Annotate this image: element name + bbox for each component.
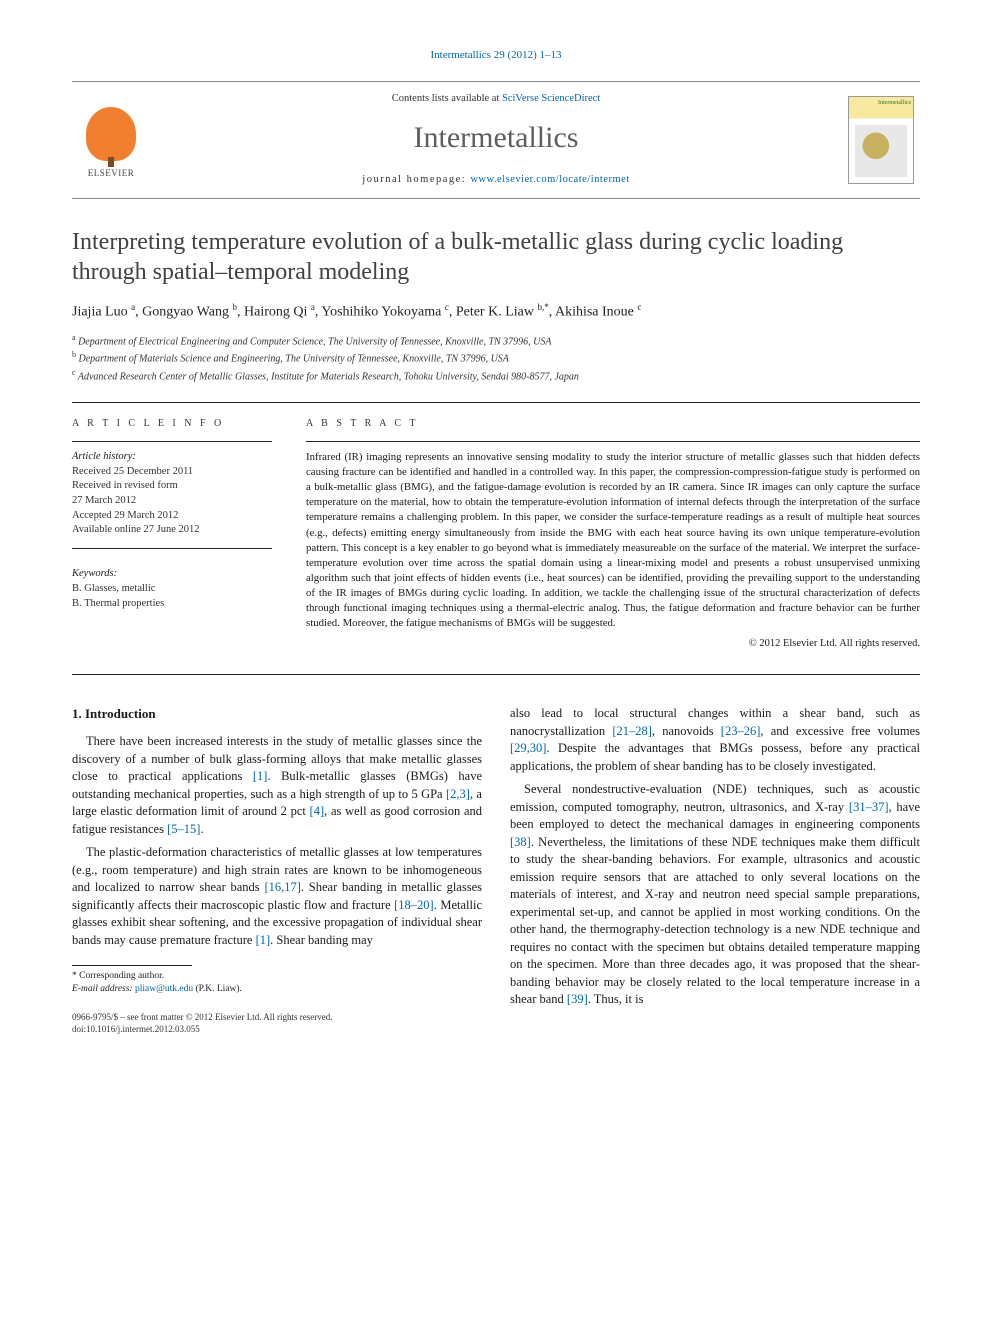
journal-cover-thumb: Intermetallics <box>848 96 914 184</box>
abstract: A B S T R A C T Infrared (IR) imaging re… <box>306 417 920 652</box>
body-p4: Several nondestructive-evaluation (NDE) … <box>510 781 920 1009</box>
ref-31-37[interactable]: [31–37] <box>849 800 889 814</box>
rule-info-2 <box>72 548 272 549</box>
ref-2-3[interactable]: [2,3] <box>446 787 470 801</box>
cover-thumb-title: Intermetallics <box>851 99 911 107</box>
cover-thumb-image <box>855 125 907 177</box>
section-1-heading: 1. Introduction <box>72 705 482 723</box>
corr-email-who: (P.K. Liaw). <box>193 984 242 994</box>
contents-prefix: Contents lists available at <box>392 93 502 104</box>
rule-info-1 <box>72 441 272 442</box>
corresponding-footnote: * Corresponding author. E-mail address: … <box>72 970 482 997</box>
homepage-label: journal homepage: <box>362 174 470 185</box>
keywords-label: Keywords: <box>72 567 272 582</box>
body-columns: 1. Introduction There have been increase… <box>72 705 920 1036</box>
elsevier-brand-text: ELSEVIER <box>88 167 135 180</box>
elsevier-logo: ELSEVIER <box>78 100 144 180</box>
citation-link[interactable]: Intermetallics 29 (2012) 1–13 <box>430 49 561 61</box>
corr-email-link[interactable]: pliaw@utk.edu <box>135 984 193 994</box>
abstract-heading: A B S T R A C T <box>306 417 920 431</box>
rule-abs <box>306 441 920 442</box>
ref-1b[interactable]: [1] <box>256 933 271 947</box>
citation-header: Intermetallics 29 (2012) 1–13 <box>72 48 920 63</box>
ref-4[interactable]: [4] <box>310 804 325 818</box>
ref-39[interactable]: [39] <box>567 992 588 1006</box>
journal-homepage: journal homepage: www.elsevier.com/locat… <box>158 173 834 188</box>
ref-5-15[interactable]: [5–15] <box>167 822 200 836</box>
ref-18-20[interactable]: [18–20] <box>394 898 434 912</box>
ref-38[interactable]: [38] <box>510 835 531 849</box>
history-list: Received 25 December 2011Received in rev… <box>72 465 272 538</box>
homepage-link[interactable]: www.elsevier.com/locate/intermet <box>470 174 629 185</box>
doi-line: doi:10.1016/j.intermet.2012.03.055 <box>72 1023 482 1036</box>
abstract-text: Infrared (IR) imaging represents an inno… <box>306 450 920 631</box>
rule-bottom <box>72 674 920 675</box>
article-info-heading: A R T I C L E I N F O <box>72 417 272 431</box>
corr-label: * Corresponding author. <box>72 970 482 983</box>
ref-1[interactable]: [1] <box>253 769 268 783</box>
email-label: E-mail address: <box>72 984 135 994</box>
article-title: Interpreting temperature evolution of a … <box>72 227 920 287</box>
affiliations: a Department of Electrical Engineering a… <box>72 332 920 384</box>
bottom-meta: 0966-9795/$ – see front matter © 2012 El… <box>72 1011 482 1036</box>
author-list: Jiajia Luo a, Gongyao Wang b, Hairong Qi… <box>72 301 920 322</box>
body-p1: There have been increased interests in t… <box>72 733 482 838</box>
ref-16-17[interactable]: [16,17] <box>264 880 300 894</box>
masthead: ELSEVIER Contents lists available at Sci… <box>72 81 920 198</box>
sciencedirect-link[interactable]: SciVerse ScienceDirect <box>502 93 600 104</box>
ref-21-28[interactable]: [21–28] <box>612 724 652 738</box>
body-p3: also lead to local structural changes wi… <box>510 705 920 775</box>
body-p2: The plastic-deformation characteristics … <box>72 844 482 949</box>
history-label: Article history: <box>72 450 272 465</box>
abstract-copyright: © 2012 Elsevier Ltd. All rights reserved… <box>306 637 920 652</box>
ref-23-26[interactable]: [23–26] <box>721 724 761 738</box>
front-matter-line: 0966-9795/$ – see front matter © 2012 El… <box>72 1011 482 1024</box>
elsevier-tree-icon <box>86 107 136 161</box>
masthead-center: Contents lists available at SciVerse Sci… <box>158 92 834 187</box>
footnote-separator <box>72 965 192 966</box>
keywords-list: B. Glasses, metallicB. Thermal propertie… <box>72 582 272 611</box>
journal-name: Intermetallics <box>158 117 834 159</box>
article-info: A R T I C L E I N F O Article history: R… <box>72 417 272 652</box>
contents-available: Contents lists available at SciVerse Sci… <box>158 92 834 107</box>
ref-29-30[interactable]: [29,30] <box>510 741 546 755</box>
